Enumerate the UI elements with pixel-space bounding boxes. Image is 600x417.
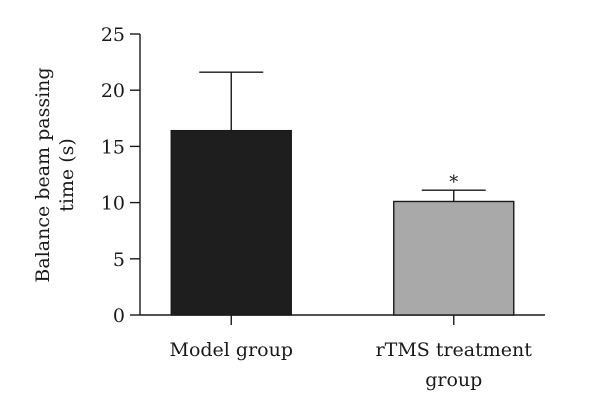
error-bar — [199, 71, 264, 131]
error-bar — [421, 189, 486, 202]
bar — [170, 129, 292, 316]
category-label: rTMS treatment — [376, 339, 533, 361]
y-tick-label: 25 — [101, 24, 125, 46]
bar — [393, 200, 515, 316]
category-label: group — [425, 369, 482, 391]
error-bars — [199, 71, 486, 202]
bars — [170, 129, 515, 316]
y-axis-title: Balance beam passing time (s) — [32, 67, 78, 282]
y-tick-label: 10 — [101, 193, 125, 215]
significance-labels: * — [449, 172, 458, 193]
y-axis: 0 5 10 15 20 25 — [101, 24, 141, 327]
significance-marker: * — [449, 172, 458, 193]
y-axis-title-line-1: Balance beam passing — [32, 67, 54, 282]
y-tick-label: 0 — [113, 305, 125, 327]
category-label: Model group — [170, 339, 294, 361]
y-tick-label: 5 — [113, 249, 125, 271]
y-tick-label: 20 — [101, 80, 125, 102]
x-axis — [140, 314, 545, 325]
category-labels: Model group rTMS treatment group — [170, 339, 533, 391]
y-axis-title-line-2: time (s) — [56, 138, 78, 212]
y-tick-label: 15 — [101, 136, 125, 158]
